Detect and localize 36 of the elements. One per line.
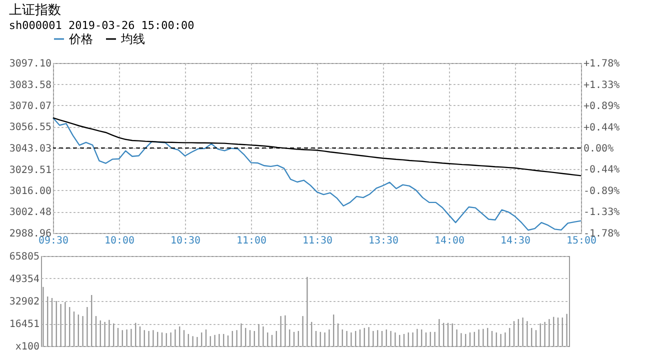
y-tick-label: 49354 — [9, 274, 40, 285]
x-tick-label: 14:00 — [434, 236, 465, 246]
line-series — [52, 117, 582, 176]
y-tick-label: 3083.58 — [9, 80, 52, 91]
legend-label: 价格 — [68, 32, 93, 46]
y-tick-label: 3016.00 — [9, 186, 52, 197]
y-tick-label: 65805 — [9, 252, 40, 262]
y2-tick-label: -1.33% — [584, 207, 620, 218]
y-tick-label: 3029.51 — [9, 164, 52, 176]
x-tick-label: 09:30 — [38, 236, 69, 246]
x-tick-label: 15:00 — [566, 236, 597, 246]
y2-tick-label: -0.89% — [584, 186, 620, 197]
line-series — [52, 117, 582, 231]
y2-tick-label: 0.00% — [584, 144, 614, 154]
x-tick-label: 13:30 — [368, 236, 399, 246]
y-tick-label: 3097.10 — [9, 58, 52, 70]
x-tick-label: 14:30 — [500, 236, 531, 246]
y2-tick-label: +1.78% — [584, 58, 620, 70]
y-tick-label: 3043.03 — [9, 144, 52, 154]
text: sh000001 2019-03-26 15:00:00 — [8, 19, 194, 32]
legend-label: 均线 — [120, 32, 145, 46]
y-tick-label: x100 — [15, 342, 40, 352]
x-tick-label: 11:30 — [302, 236, 333, 246]
chart-title: 上证指数 — [8, 3, 61, 18]
y2-tick-label: +0.44% — [584, 122, 620, 134]
y-tick-label: 16451 — [9, 319, 40, 330]
y-tick-label: 3002.48 — [9, 207, 52, 218]
y2-tick-label: +1.33% — [584, 80, 620, 91]
y-tick-label: 3056.55 — [9, 122, 52, 134]
y2-tick-label: +0.89% — [584, 101, 620, 112]
x-tick-label: 10:00 — [104, 236, 135, 246]
y2-tick-label: -0.44% — [584, 164, 620, 176]
y-tick-label: 3070.07 — [9, 100, 52, 112]
y-tick-label: 32902 — [9, 296, 40, 308]
x-tick-label: 10:30 — [170, 236, 201, 246]
x-tick-label: 11:00 — [236, 236, 267, 246]
